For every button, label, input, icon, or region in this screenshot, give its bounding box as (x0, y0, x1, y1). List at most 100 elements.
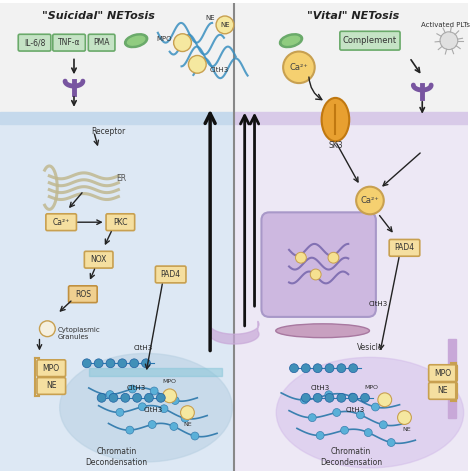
Circle shape (142, 359, 150, 368)
Circle shape (313, 393, 322, 402)
Circle shape (325, 391, 333, 399)
Circle shape (398, 410, 411, 424)
Text: CitH3: CitH3 (209, 67, 228, 73)
Ellipse shape (128, 36, 145, 45)
Circle shape (97, 393, 106, 402)
Circle shape (378, 393, 392, 407)
Text: MPO: MPO (43, 364, 60, 373)
Circle shape (109, 393, 118, 402)
FancyBboxPatch shape (262, 212, 376, 317)
Circle shape (349, 393, 357, 402)
Circle shape (171, 397, 179, 404)
Ellipse shape (276, 357, 464, 468)
FancyBboxPatch shape (340, 31, 400, 50)
Circle shape (295, 252, 306, 263)
Circle shape (301, 396, 308, 404)
Bar (0, 3, 468, 117)
FancyBboxPatch shape (88, 34, 115, 51)
Text: PAD4: PAD4 (161, 270, 181, 279)
Circle shape (138, 403, 146, 410)
Ellipse shape (280, 34, 302, 47)
Bar (234, 112, 468, 124)
Text: "Vital" NETosis: "Vital" NETosis (307, 11, 399, 21)
FancyBboxPatch shape (428, 383, 457, 399)
Circle shape (173, 34, 191, 52)
Bar (0, 112, 234, 124)
Text: ER: ER (117, 174, 127, 183)
Circle shape (356, 187, 384, 214)
FancyBboxPatch shape (84, 251, 113, 268)
Text: Vesicle: Vesicle (357, 343, 383, 352)
Circle shape (130, 359, 138, 368)
FancyBboxPatch shape (106, 214, 135, 230)
Circle shape (325, 364, 334, 373)
Circle shape (440, 32, 458, 50)
Circle shape (126, 426, 134, 434)
Circle shape (361, 393, 369, 402)
Text: IL-6/8: IL-6/8 (24, 38, 45, 47)
Circle shape (313, 364, 322, 373)
Text: Ca²⁺: Ca²⁺ (361, 196, 379, 205)
Circle shape (283, 52, 315, 83)
Circle shape (356, 411, 365, 419)
Circle shape (328, 252, 339, 263)
Ellipse shape (125, 34, 148, 47)
FancyBboxPatch shape (37, 378, 65, 394)
Circle shape (216, 16, 234, 34)
Circle shape (181, 406, 194, 419)
FancyBboxPatch shape (69, 286, 97, 302)
Text: NE: NE (183, 422, 192, 427)
Circle shape (145, 393, 154, 402)
Circle shape (308, 414, 316, 421)
Text: NE: NE (46, 382, 56, 391)
Circle shape (150, 387, 158, 395)
Ellipse shape (60, 354, 232, 462)
Bar (234, 124, 468, 471)
Circle shape (290, 364, 299, 373)
Text: CitH3: CitH3 (346, 407, 365, 413)
Bar (448, 338, 456, 418)
FancyBboxPatch shape (155, 266, 186, 283)
Text: NE: NE (402, 427, 411, 432)
Text: Complement: Complement (343, 36, 397, 45)
Text: MPO: MPO (434, 369, 452, 378)
Circle shape (337, 364, 346, 373)
Circle shape (116, 409, 124, 416)
Text: Chromatin
Decondensation: Chromatin Decondensation (320, 447, 382, 467)
Text: Chromatin
Decondensation: Chromatin Decondensation (85, 447, 147, 467)
Text: MPO: MPO (163, 379, 177, 383)
Circle shape (333, 409, 341, 417)
Ellipse shape (276, 324, 369, 337)
Text: ROS: ROS (75, 290, 91, 299)
Circle shape (341, 426, 348, 434)
Ellipse shape (283, 36, 300, 45)
Circle shape (181, 414, 189, 422)
Text: NE: NE (205, 15, 215, 21)
Circle shape (82, 359, 91, 368)
Text: PMA: PMA (93, 38, 110, 47)
Text: Cytoplasmic
Granules: Cytoplasmic Granules (57, 327, 100, 340)
Text: Receptor: Receptor (92, 127, 126, 136)
Circle shape (106, 391, 114, 399)
Circle shape (310, 269, 321, 280)
Circle shape (348, 393, 356, 401)
Bar (89, 368, 222, 376)
Circle shape (189, 55, 206, 73)
Circle shape (106, 359, 115, 368)
FancyBboxPatch shape (18, 34, 51, 51)
Text: PAD4: PAD4 (394, 243, 415, 252)
Circle shape (301, 364, 310, 373)
Text: CitH3: CitH3 (134, 346, 153, 352)
Circle shape (379, 421, 387, 428)
Text: MPO: MPO (156, 36, 172, 42)
Circle shape (128, 385, 137, 393)
Text: CitH3: CitH3 (143, 407, 163, 413)
Text: "Suicidal" NETosis: "Suicidal" NETosis (42, 11, 155, 21)
Circle shape (316, 431, 324, 439)
Text: NE: NE (438, 386, 448, 395)
Text: TNF-α: TNF-α (58, 38, 80, 47)
Text: Activated PLTs: Activated PLTs (421, 22, 470, 28)
Circle shape (94, 359, 103, 368)
Text: Ca²⁺: Ca²⁺ (53, 218, 70, 227)
Circle shape (191, 432, 199, 440)
